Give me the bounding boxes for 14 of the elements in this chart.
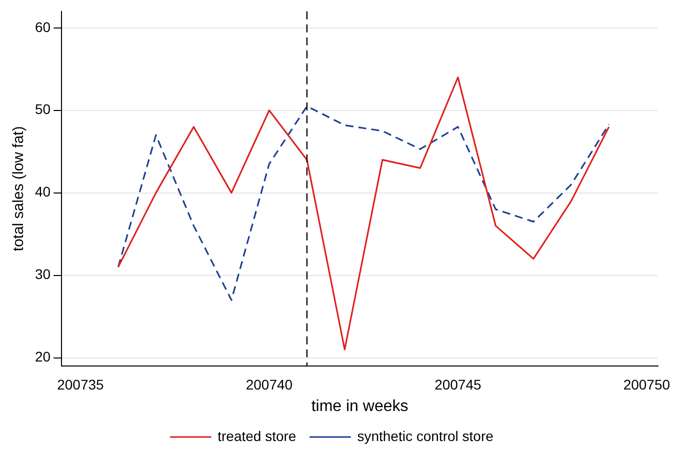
y-tick-label: 40 — [34, 184, 51, 200]
y-tick-label: 20 — [34, 348, 51, 365]
x-axis-title: time in weeks — [311, 398, 408, 415]
legend-label: treated store — [218, 428, 296, 444]
y-tick-label: 30 — [34, 266, 51, 282]
x-tick-label: 200735 — [57, 376, 104, 392]
y-tick-label: 50 — [34, 101, 51, 118]
line-series — [117, 105, 610, 301]
x-tick-label: 200750 — [623, 376, 670, 392]
y-axis-title: total sales (low fat) — [10, 126, 28, 252]
x-tick-label: 200740 — [246, 376, 293, 392]
legend-label: synthetic control store — [357, 428, 494, 444]
x-tick-label: 200745 — [434, 376, 482, 392]
y-tick-label: 60 — [34, 18, 51, 35]
